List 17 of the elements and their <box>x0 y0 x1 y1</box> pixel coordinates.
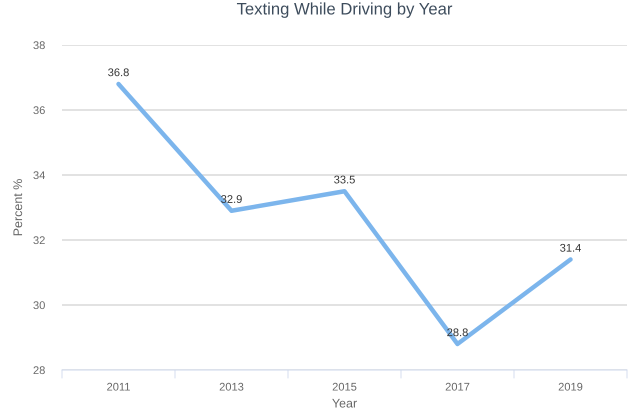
y-tick-label: 34 <box>33 171 46 180</box>
data-label: 33.5 <box>334 176 355 184</box>
x-tick-label: 2011 <box>107 382 130 391</box>
y-tick-label: 28 <box>34 366 45 374</box>
data-label: 31.4 <box>560 244 581 252</box>
x-tick-label: 2015 <box>332 382 356 391</box>
x-tick-label: 2019 <box>558 382 582 391</box>
y-tick-label: 30 <box>33 301 45 310</box>
data-label: 36.8 <box>108 68 129 76</box>
chart-title: Texting While Driving by Year <box>236 2 452 18</box>
x-axis-title: Year <box>332 398 357 408</box>
y-tick-label: 32 <box>33 236 45 244</box>
x-tick-label: 2013 <box>220 382 244 391</box>
y-tick-label: 38 <box>33 41 45 50</box>
y-axis-title: Percent % <box>13 179 22 236</box>
y-tick-label: 36 <box>33 106 45 114</box>
x-tick-label: 2017 <box>446 382 470 391</box>
